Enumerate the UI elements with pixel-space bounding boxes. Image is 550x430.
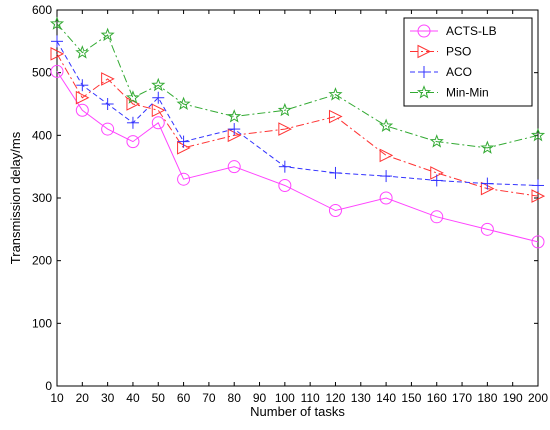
data-point-acts-lb — [379, 191, 393, 205]
data-point-min-min — [176, 96, 191, 111]
x-tick-label: 90 — [253, 391, 267, 405]
data-point-aco — [152, 91, 165, 104]
legend-marker-pso — [417, 44, 432, 59]
data-point-pso — [101, 72, 115, 86]
x-tick-label: 20 — [76, 391, 90, 405]
y-tick-label: 200 — [32, 254, 52, 268]
data-point-min-min — [379, 118, 394, 132]
y-tick-label: 600 — [32, 3, 52, 17]
legend-marker-min-min — [416, 85, 432, 99]
axes: 10 20 30 40 50 60 70 80 90 100 110 120 130 140 150 160 1… — [32, 3, 548, 405]
data-point-min-min — [480, 140, 495, 154]
data-point-pso — [50, 47, 65, 61]
data-point-pso — [126, 97, 141, 111]
series-acts-lb — [50, 64, 545, 249]
y-tick-label: 500 — [32, 66, 52, 80]
data-point-min-min — [530, 127, 546, 142]
x-tick-label: 150 — [401, 391, 421, 405]
data-point-acts-lb — [151, 116, 165, 130]
y-tick-label: 400 — [32, 128, 52, 142]
data-point-aco — [380, 170, 393, 183]
data-point-min-min — [429, 134, 444, 148]
y-tick-label: 100 — [32, 316, 52, 330]
legend-label-pso: PSO — [446, 45, 471, 59]
y-axis-label: Transmission delay/ms — [8, 131, 23, 264]
data-point-aco — [278, 160, 291, 173]
data-point-aco — [126, 116, 139, 129]
series-min-min — [49, 16, 546, 154]
x-tick-label: 110 — [301, 391, 320, 405]
data-point-pso — [151, 103, 166, 118]
series-group — [49, 16, 546, 249]
x-tick-label: 30 — [101, 391, 115, 405]
data-point-pso — [75, 90, 90, 105]
data-point-min-min — [100, 27, 115, 42]
y-tick-label: 0 — [45, 379, 52, 393]
x-tick-label: 120 — [325, 391, 345, 405]
data-point-aco — [51, 35, 63, 48]
data-point-aco — [228, 123, 241, 136]
data-point-pso — [328, 109, 343, 124]
data-point-min-min — [328, 87, 343, 101]
data-point-min-min — [227, 109, 242, 123]
data-point-min-min — [151, 77, 166, 92]
series-aco — [51, 35, 544, 192]
legend-label-min-min: Min-Min — [446, 86, 489, 100]
x-tick-label: 60 — [177, 391, 191, 405]
data-point-acts-lb — [227, 160, 241, 174]
data-point-acts-lb — [328, 204, 342, 218]
legend-box — [403, 17, 533, 107]
x-tick-label: 190 — [503, 391, 523, 405]
data-point-acts-lb — [50, 64, 64, 78]
x-tick-label: 10 — [50, 391, 64, 405]
data-point-min-min — [49, 16, 65, 30]
data-point-acts-lb — [278, 178, 292, 192]
y-tick-label: 300 — [32, 191, 52, 205]
data-point-aco — [177, 135, 190, 148]
x-tick-label: 200 — [528, 391, 548, 405]
data-point-aco — [430, 174, 443, 187]
x-tick-label: 100 — [275, 391, 295, 405]
data-point-pso — [531, 189, 546, 203]
data-point-aco — [329, 166, 342, 179]
data-point-aco — [101, 98, 114, 110]
data-point-pso — [379, 148, 394, 163]
series-line-min-min — [56, 23, 539, 149]
data-point-acts-lb — [480, 222, 494, 236]
x-tick-label: 70 — [202, 391, 216, 405]
x-tick-label: 50 — [152, 391, 166, 405]
data-point-min-min — [277, 102, 292, 117]
data-point-aco — [532, 179, 544, 192]
data-point-acts-lb — [75, 103, 89, 117]
data-point-acts-lb — [531, 235, 545, 249]
x-tick-label: 130 — [351, 391, 371, 405]
series-line-acts-lb — [56, 71, 539, 243]
x-tick-label: 40 — [126, 391, 140, 405]
data-point-acts-lb — [430, 210, 444, 224]
legend-label-aco: ACO — [446, 65, 472, 79]
x-tick-label: 80 — [228, 391, 242, 405]
x-tick-label: 180 — [477, 391, 497, 405]
legend: ACTS-LB PSO ACO Min-Min — [403, 17, 533, 107]
data-point-acts-lb — [101, 122, 115, 136]
x-tick-label: 170 — [452, 391, 472, 405]
x-tick-label: 140 — [376, 391, 396, 405]
data-point-aco — [481, 177, 494, 190]
data-point-acts-lb — [126, 135, 140, 149]
legend-label-acts-lb: ACTS-LB — [446, 24, 497, 38]
data-point-min-min — [75, 45, 90, 59]
data-point-min-min — [125, 90, 141, 104]
x-axis-label: Number of tasks — [250, 404, 345, 419]
data-point-pso — [278, 122, 292, 136]
legend-marker-aco — [418, 66, 430, 78]
legend-marker-acts-lb — [417, 24, 431, 38]
x-tick-label: 160 — [427, 391, 447, 405]
data-point-aco — [76, 79, 89, 92]
series-line-pso — [56, 53, 539, 197]
data-point-acts-lb — [177, 172, 191, 186]
